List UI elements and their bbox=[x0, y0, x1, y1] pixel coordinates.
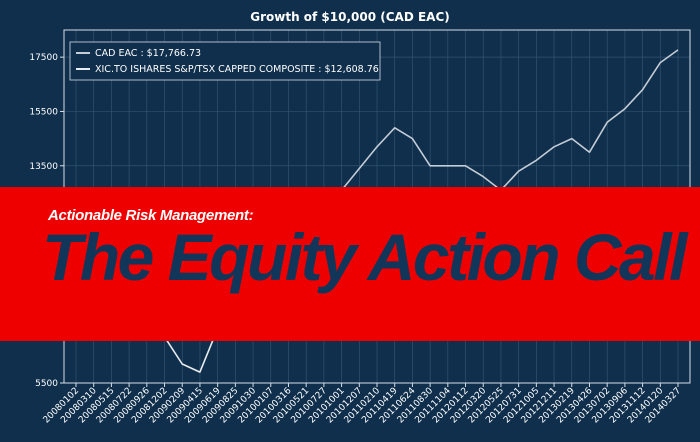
legend-label-cad-eac: CAD EAC : $17,766.73 bbox=[95, 48, 201, 59]
legend: CAD EAC : $17,766.73 XIC.TO ISHARES S&P/… bbox=[69, 41, 381, 81]
banner-headline: The Equity Action Call bbox=[42, 220, 687, 294]
legend-box bbox=[69, 41, 381, 81]
chart-title: Growth of $10,000 (CAD EAC) bbox=[250, 10, 450, 24]
y-tick-label: 5500 bbox=[35, 379, 58, 389]
banner-subtitle: Actionable Risk Management: bbox=[48, 207, 254, 224]
y-tick-label: 17500 bbox=[29, 53, 58, 63]
x-axis: 2008010220080310200805152008072220080926… bbox=[42, 383, 683, 426]
y-tick-label: 13500 bbox=[29, 162, 58, 172]
promo-banner: Actionable Risk Management: The Equity A… bbox=[0, 187, 700, 341]
y-tick-label: 15500 bbox=[29, 107, 58, 117]
legend-label-xic: XIC.TO ISHARES S&P/TSX CAPPED COMPOSITE … bbox=[95, 64, 379, 75]
